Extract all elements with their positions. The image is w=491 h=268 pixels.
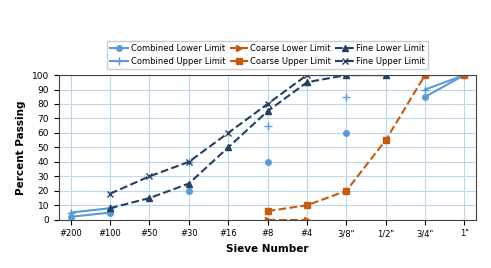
X-axis label: Sieve Number: Sieve Number bbox=[226, 244, 309, 254]
Legend: Combined Lower Limit, Combined Upper Limit, Coarse Lower Limit, Coarse Upper Lim: Combined Lower Limit, Combined Upper Lim… bbox=[107, 40, 429, 69]
Y-axis label: Percent Passing: Percent Passing bbox=[16, 100, 27, 195]
